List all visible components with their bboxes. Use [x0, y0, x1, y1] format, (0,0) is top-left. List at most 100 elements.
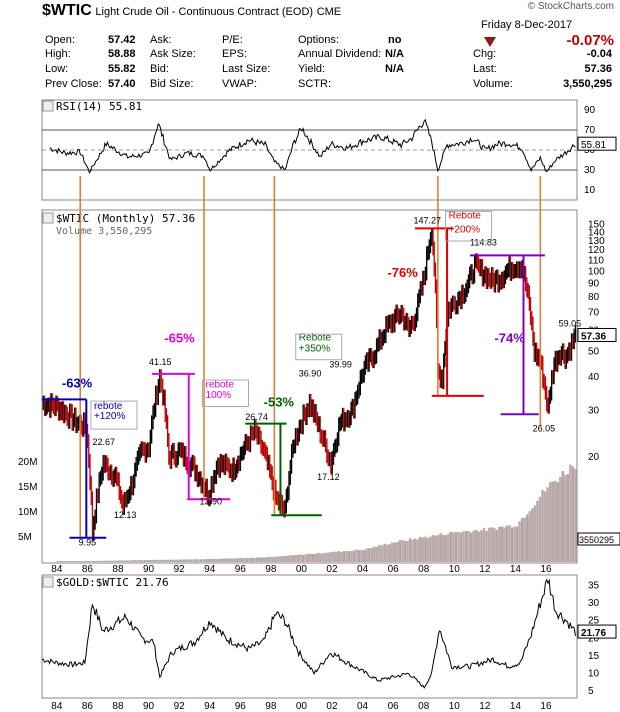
volume-bar [396, 542, 399, 562]
price-y-tick: 110 [588, 255, 604, 266]
volume-bar [199, 559, 203, 562]
volume-bar [128, 560, 132, 562]
price-y-tick: 30 [588, 405, 600, 416]
price-label-26-74: 26.74 [245, 412, 268, 422]
rebote-pct-1: +120% [94, 411, 126, 422]
rebote-box [295, 333, 343, 361]
volume-bar [475, 529, 478, 562]
volume-bar [508, 524, 511, 562]
volume-bar [72, 561, 75, 562]
volume-bar [531, 508, 534, 562]
prev-close-label: Prev Close: [45, 78, 102, 90]
volume-bar [95, 560, 98, 562]
volume-bar [350, 551, 353, 562]
volume-bar [526, 514, 529, 562]
volume-bar [141, 560, 144, 562]
sctr-label: SCTR: [298, 78, 331, 90]
eps-label: EPS: [222, 48, 248, 60]
price-label-22-67: 22.67 [92, 437, 115, 447]
volume-bar [528, 511, 531, 562]
price-x-tick: 90 [143, 564, 155, 575]
volume-bar [480, 530, 483, 562]
volume-bar [556, 482, 559, 562]
volume-bar [64, 561, 68, 562]
rebote-box [445, 210, 493, 242]
last-label: Last: [473, 63, 497, 75]
volume-bar [500, 526, 503, 562]
volume-bar [233, 558, 236, 562]
volume-bar [266, 557, 269, 562]
volume-bar [543, 491, 547, 562]
volume-bar [179, 559, 182, 562]
chart-title: $WTIC Light Crude Oil - Continuous Contr… [42, 2, 341, 20]
change-percent: -0.07% [566, 32, 614, 49]
volume-bar [108, 560, 111, 562]
volume-bar [398, 540, 402, 562]
volume-bar [210, 559, 213, 562]
volume-bar [357, 550, 361, 562]
options-value: no [388, 34, 402, 46]
gold-x-tick: 06 [388, 701, 400, 712]
volume-bar [312, 553, 315, 562]
volume-bar [273, 556, 277, 562]
price-label-147-27: 147.27 [413, 216, 441, 226]
volume-last-value: 3550295 [579, 535, 614, 545]
drop-label-63: -63% [62, 376, 93, 391]
symbol: $WTIC [42, 2, 92, 19]
volume-bar [80, 561, 83, 562]
open-value: 57.42 [108, 34, 136, 46]
gold-x-tick: 96 [235, 701, 247, 712]
drop-label-65: -65% [164, 330, 195, 345]
volume-bar [123, 560, 126, 562]
volume-bar [174, 559, 177, 562]
volume-bar [281, 556, 284, 562]
volume-bar [205, 559, 208, 562]
volume-bar [334, 551, 338, 562]
price-label-114-83: 114.83 [470, 238, 497, 248]
down-triangle-icon [484, 37, 496, 47]
price-y-tick: 80 [588, 292, 600, 303]
volume-bar [375, 546, 379, 562]
price-label-26-05: 26.05 [533, 423, 556, 433]
gold-x-tick: 14 [510, 701, 522, 712]
volume-bar [574, 469, 577, 562]
volume-bar [551, 481, 554, 562]
volume-bar [258, 557, 261, 562]
volume-bar [256, 557, 259, 562]
volume-bar [454, 532, 458, 562]
volume-bar [100, 560, 103, 562]
volume-bar [467, 530, 470, 562]
rebote-pct-2: 100% [206, 390, 232, 401]
volume-bar [533, 505, 537, 562]
volume-bar [413, 538, 417, 562]
dividend-value: N/A [385, 48, 404, 60]
volume-bar [136, 560, 139, 562]
price-label-39-99: 39.99 [329, 359, 352, 369]
gold-y-tick: 10 [588, 668, 600, 679]
vwap-label: VWAP: [222, 78, 258, 90]
bid-label: Bid: [150, 63, 169, 75]
volume-bar [164, 559, 167, 562]
price-label-9-95: 9.95 [79, 538, 97, 548]
gold-x-tick: 10 [449, 701, 461, 712]
volume-bar [243, 558, 246, 562]
volume-bar [120, 560, 124, 562]
volume-bar [559, 476, 562, 562]
price-label-59-05: 59.05 [559, 318, 582, 328]
gold-x-tick: 08 [418, 701, 430, 712]
volume-bar [138, 560, 142, 562]
volume-bar [391, 542, 394, 562]
volume-bar [166, 559, 170, 562]
price-x-tick: 06 [388, 564, 400, 575]
volume-bar [513, 526, 516, 562]
price-last-box [577, 327, 617, 342]
volume-y-tick: 20M [18, 457, 37, 468]
gold-y-tick: 30 [588, 598, 600, 609]
volume-bar [67, 561, 70, 562]
volume-bar [301, 554, 305, 562]
rsi-legend-box [42, 100, 54, 112]
gold-legend-box [42, 576, 54, 588]
volume-bar [505, 525, 509, 562]
volume-bar [291, 555, 295, 562]
volume-bar [284, 555, 287, 562]
